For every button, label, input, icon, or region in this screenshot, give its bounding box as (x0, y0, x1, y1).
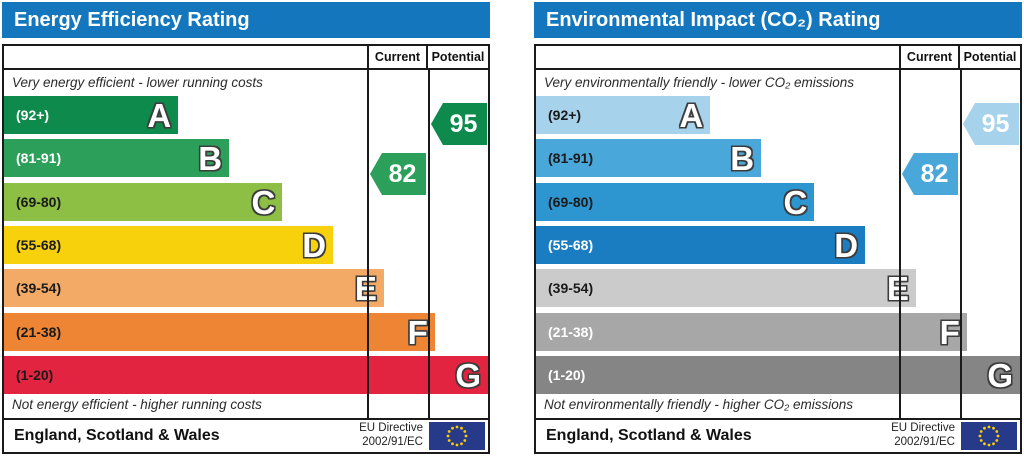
co2-chart-body: Very environmentally friendly - lower CO… (536, 70, 1020, 418)
energy-efficiency-panel: Energy Efficiency Rating Current Potenti… (2, 2, 490, 454)
co2-band-e-letter: E (886, 269, 909, 307)
co2-current-rating-arrow: 82 (902, 153, 958, 195)
co2-potential-rating-arrow: 95 (963, 103, 1019, 145)
co2-potential-column-header: Potential (958, 46, 1020, 68)
energy-band-f: (21-38) F (4, 313, 435, 351)
co2-band-a-range: (92+) (548, 107, 582, 123)
energy-band-e-letter: E (354, 269, 377, 307)
co2-band-f-letter: F (939, 313, 960, 351)
co2-region-label: England, Scotland & Wales (546, 427, 752, 444)
co2-band-f-range: (21-38) (548, 324, 594, 340)
energy-band-c-letter: C (251, 183, 276, 221)
co2-band-a: (92+) A (536, 96, 711, 134)
co2-band-e: (39-54) E (536, 269, 916, 307)
co2-band-e-range: (39-54) (548, 280, 594, 296)
co2-band-a-letter: A (679, 96, 704, 134)
energy-band-b-letter: B (198, 139, 223, 177)
co2-table-footer: England, Scotland & Wales EU Directive 2… (536, 418, 1020, 452)
co2-eu-directive-label: EU Directive 2002/91/EC (891, 422, 955, 448)
eu-flag-icon (429, 422, 485, 450)
co2-band-b-letter: B (730, 139, 755, 177)
energy-current-column-header: Current (367, 46, 426, 68)
energy-eu-directive-label: EU Directive 2002/91/EC (359, 422, 423, 448)
energy-potential-rating-arrow: 95 (431, 103, 487, 145)
co2-band-g-range: (1-20) (548, 367, 586, 383)
co2-current-rating-value: 82 (920, 159, 949, 188)
co2-band-f: (21-38) F (536, 313, 967, 351)
energy-band-a-letter: A (147, 96, 172, 134)
energy-band-d: (55-68) D (4, 226, 334, 264)
co2-band-c-range: (69-80) (548, 194, 594, 210)
energy-band-g-range: (1-20) (16, 367, 54, 383)
co2-panel-title: Environmental Impact (CO₂) Rating (534, 2, 1022, 38)
energy-chart-body: Very energy efficient - lower running co… (4, 70, 488, 418)
co2-table-header: Current Potential (536, 46, 1020, 70)
energy-top-caption: Very energy efficient - lower running co… (12, 75, 263, 90)
energy-band-d-range: (55-68) (16, 237, 62, 253)
co2-band-g-letter: G (987, 356, 1013, 394)
co2-bottom-caption: Not environmentally friendly - higher CO… (544, 397, 854, 412)
co2-top-caption: Very environmentally friendly - lower CO… (544, 75, 854, 90)
co2-band-b: (81-91) B (536, 139, 762, 177)
energy-current-rating-value: 82 (388, 159, 417, 188)
energy-band-b: (81-91) B (4, 139, 230, 177)
co2-band-d: (55-68) D (536, 226, 866, 264)
energy-band-e: (39-54) E (4, 269, 384, 307)
energy-band-d-letter: D (302, 226, 327, 264)
energy-current-rating-arrow: 82 (370, 153, 426, 195)
co2-band-b-range: (81-91) (548, 150, 594, 166)
energy-band-c: (69-80) C (4, 183, 283, 221)
co2-current-column-divider (899, 70, 901, 418)
energy-band-b-range: (81-91) (16, 150, 62, 166)
energy-band-f-letter: F (407, 313, 428, 351)
co2-header-spacer (536, 46, 899, 68)
co2-band-c-letter: C (783, 183, 808, 221)
co2-band-c: (69-80) C (536, 183, 815, 221)
co2-rating-table: Current Potential Very environmentally f… (534, 44, 1022, 454)
energy-potential-rating-value: 95 (449, 109, 478, 138)
co2-potential-column-divider (960, 70, 962, 418)
environmental-impact-panel: Environmental Impact (CO₂) Rating Curren… (534, 2, 1022, 454)
energy-region-label: England, Scotland & Wales (14, 427, 220, 444)
energy-potential-column-header: Potential (426, 46, 488, 68)
energy-rating-table: Current Potential Very energy efficient … (2, 44, 490, 454)
energy-table-header: Current Potential (4, 46, 488, 70)
co2-current-column-header: Current (899, 46, 958, 68)
energy-band-g-letter: G (455, 356, 481, 394)
energy-band-a-range: (92+) (16, 107, 50, 123)
energy-band-c-range: (69-80) (16, 194, 62, 210)
energy-current-column-divider (367, 70, 369, 418)
energy-potential-column-divider (428, 70, 430, 418)
co2-band-g: (1-20) G (536, 356, 1020, 394)
energy-panel-title: Energy Efficiency Rating (2, 2, 490, 38)
energy-band-g: (1-20) G (4, 356, 488, 394)
energy-table-footer: England, Scotland & Wales EU Directive 2… (4, 418, 488, 452)
energy-header-spacer (4, 46, 367, 68)
energy-band-f-range: (21-38) (16, 324, 62, 340)
co2-band-d-letter: D (834, 226, 859, 264)
co2-potential-rating-value: 95 (981, 109, 1010, 138)
energy-bottom-caption: Not energy efficient - higher running co… (12, 397, 262, 412)
energy-band-a: (92+) A (4, 96, 179, 134)
eu-flag-icon (961, 422, 1017, 450)
co2-band-d-range: (55-68) (548, 237, 594, 253)
energy-band-e-range: (39-54) (16, 280, 62, 296)
